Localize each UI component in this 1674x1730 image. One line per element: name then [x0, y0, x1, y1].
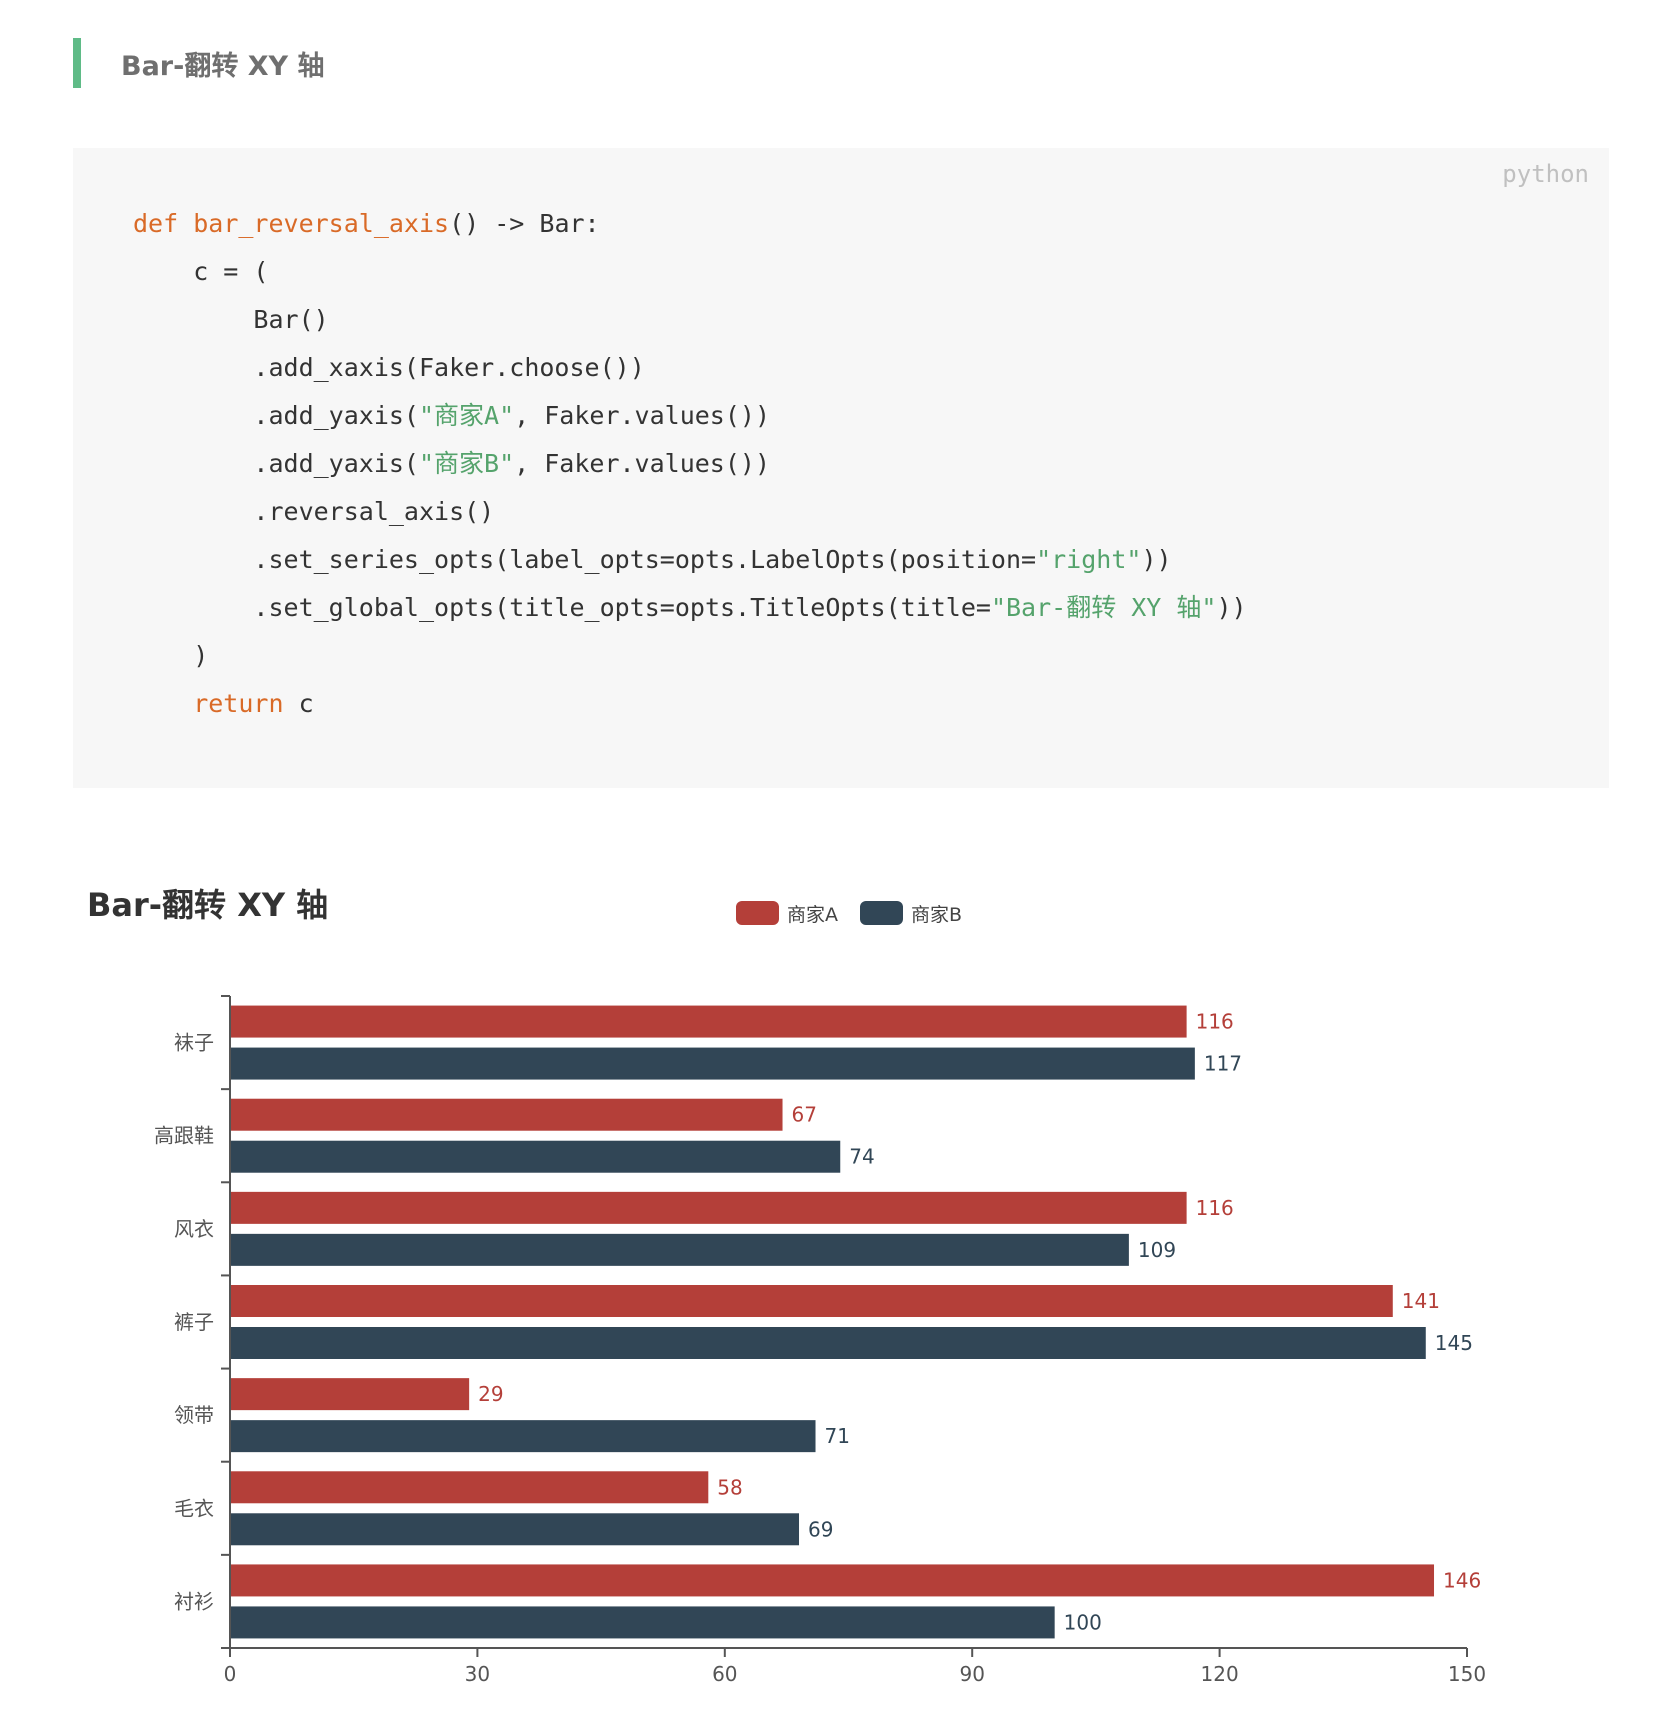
- bar-b: [230, 1233, 1129, 1266]
- code-line: .set_series_opts(label_opts=opts.LabelOp…: [133, 536, 1247, 584]
- data-label-a: 146: [1443, 1568, 1481, 1592]
- y-tick-label: 衬衫: [174, 1589, 214, 1613]
- section-heading: Bar-翻转 XY 轴: [73, 38, 325, 88]
- legend-swatch-a: [736, 901, 779, 925]
- bar-a: [230, 1471, 709, 1504]
- y-tick-label: 裤子: [174, 1310, 214, 1334]
- code-token-plain: .add_yaxis(: [133, 449, 419, 478]
- data-label-a: 67: [792, 1103, 817, 1127]
- code-token-plain: , Faker.values()): [514, 449, 771, 478]
- y-tick-label: 袜子: [174, 1031, 214, 1055]
- code-token-string: "商家B": [418, 449, 515, 478]
- y-tick-label: 风衣: [174, 1217, 214, 1241]
- legend-label-a: 商家A: [787, 904, 838, 926]
- code-line: return c: [133, 680, 1247, 728]
- code-line: .add_yaxis("商家B", Faker.values()): [133, 440, 1247, 488]
- x-tick-label: 60: [712, 1662, 737, 1686]
- chart-container: Bar-翻转 XY 轴 商家A 商家B 146 100 衬衫 58 69 毛衣 29 71 领带 141…: [73, 860, 1633, 1730]
- code-token-keyword: def: [133, 209, 194, 238]
- bar-a: [230, 1285, 1393, 1317]
- code-token-keyword: return: [133, 689, 284, 718]
- legend-label-b: 商家B: [911, 904, 962, 926]
- bar-a: [230, 1378, 470, 1411]
- code-token-plain: ): [133, 641, 209, 670]
- code-line: .set_global_opts(title_opts=opts.TitleOp…: [133, 584, 1247, 632]
- code-token-plain: .add_yaxis(: [133, 401, 419, 430]
- bar-a: [230, 1005, 1187, 1038]
- y-tick-label: 高跟鞋: [154, 1124, 214, 1148]
- data-label-a: 116: [1196, 1010, 1234, 1034]
- code-token-function: bar_reversal_axis: [193, 209, 450, 238]
- data-label-b: 74: [849, 1145, 874, 1169]
- bar-chart: Bar-翻转 XY 轴 商家A 商家B 146 100 衬衫 58 69 毛衣 29 71 领带 141…: [87, 886, 1486, 1686]
- code-token-plain: , Faker.values()): [514, 401, 771, 430]
- bar-b: [230, 1327, 1426, 1359]
- data-label-b: 100: [1064, 1610, 1102, 1634]
- data-label-b: 69: [808, 1517, 833, 1541]
- code-token-string: "Bar-翻转 XY 轴": [990, 593, 1217, 622]
- data-label-b: 117: [1204, 1052, 1242, 1076]
- code-language-label: python: [1502, 160, 1589, 188]
- bar-a: [230, 1191, 1187, 1224]
- bar-a: [230, 1564, 1435, 1597]
- data-label-b: 109: [1138, 1238, 1176, 1262]
- section-heading-text: Bar-翻转 XY 轴: [121, 50, 325, 82]
- code-token-plain: .add_xaxis(Faker.choose()): [133, 353, 645, 382]
- bar-b: [230, 1047, 1195, 1080]
- code-line: ): [133, 632, 1247, 680]
- bar-b: [230, 1513, 800, 1546]
- code-lines: def bar_reversal_axis() -> Bar: c = ( Ba…: [133, 200, 1247, 728]
- bar-a: [230, 1098, 783, 1131]
- x-tick-label: 150: [1448, 1662, 1486, 1686]
- code-line: .add_xaxis(Faker.choose()): [133, 344, 1247, 392]
- data-label-a: 141: [1402, 1289, 1440, 1313]
- code-line: def bar_reversal_axis() -> Bar:: [133, 200, 1247, 248]
- y-tick-label: 领带: [174, 1403, 214, 1427]
- code-token-plain: )): [1141, 545, 1172, 574]
- y-tick-label: 毛衣: [174, 1496, 214, 1520]
- bar-b: [230, 1606, 1055, 1639]
- code-line: .reversal_axis(): [133, 488, 1247, 536]
- code-block[interactable]: python def bar_reversal_axis() -> Bar: c…: [73, 148, 1609, 788]
- chart-title: Bar-翻转 XY 轴: [87, 886, 328, 924]
- code-token-plain: .set_global_opts(title_opts=opts.TitleOp…: [133, 593, 991, 622]
- x-tick-label: 90: [959, 1662, 984, 1686]
- code-token-string: "right": [1036, 545, 1142, 574]
- bar-b: [230, 1140, 841, 1173]
- x-tick-label: 30: [465, 1662, 490, 1686]
- data-label-a: 29: [478, 1382, 503, 1406]
- code-token-plain: .set_series_opts(label_opts=opts.LabelOp…: [133, 545, 1037, 574]
- legend-swatch-b: [860, 901, 903, 925]
- code-token-plain: c: [283, 689, 314, 718]
- code-line: Bar(): [133, 296, 1247, 344]
- code-token-plain: )): [1216, 593, 1247, 622]
- code-token-plain: Bar(): [133, 305, 329, 334]
- code-token-string: "商家A": [418, 401, 515, 430]
- code-line: c = (: [133, 248, 1247, 296]
- code-line: .add_yaxis("商家A", Faker.values()): [133, 392, 1247, 440]
- x-tick-label: 0: [224, 1662, 237, 1686]
- code-token-plain: () -> Bar:: [449, 209, 600, 238]
- data-label-a: 116: [1196, 1196, 1234, 1220]
- x-tick-label: 120: [1201, 1662, 1239, 1686]
- data-label-a: 58: [717, 1475, 742, 1499]
- code-token-plain: .reversal_axis(): [133, 497, 495, 526]
- data-label-b: 145: [1435, 1331, 1473, 1355]
- data-label-b: 71: [825, 1424, 850, 1448]
- code-token-plain: c = (: [133, 257, 269, 286]
- bar-b: [230, 1420, 816, 1453]
